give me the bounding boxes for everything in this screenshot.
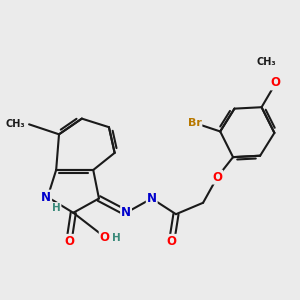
Text: CH₃: CH₃ bbox=[5, 119, 25, 129]
Text: O: O bbox=[100, 230, 110, 244]
Text: O: O bbox=[167, 235, 177, 248]
Text: Br: Br bbox=[188, 118, 202, 128]
Text: N: N bbox=[121, 206, 131, 219]
Text: O: O bbox=[271, 76, 281, 89]
Text: H: H bbox=[52, 203, 61, 213]
Text: H: H bbox=[112, 233, 121, 243]
Text: N: N bbox=[147, 192, 157, 205]
Text: O: O bbox=[212, 171, 222, 184]
Text: N: N bbox=[41, 190, 51, 204]
Text: O: O bbox=[64, 235, 74, 248]
Text: CH₃: CH₃ bbox=[256, 57, 276, 67]
